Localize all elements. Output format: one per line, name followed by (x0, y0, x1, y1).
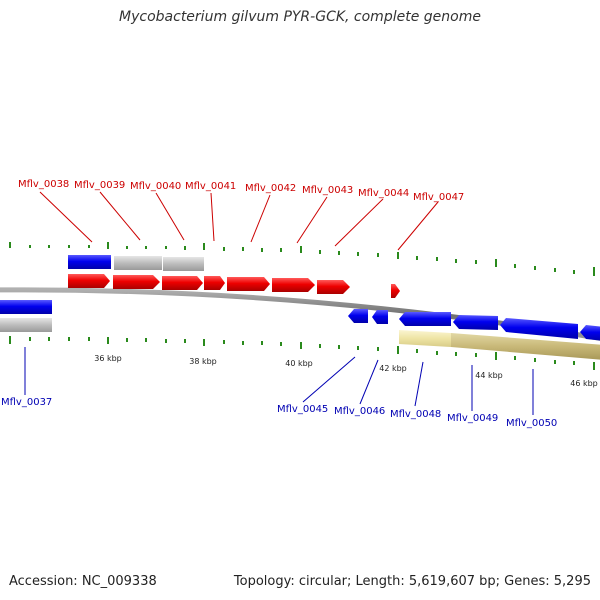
label-mflv-0039: Mflv_0039 (74, 180, 125, 191)
gene-mflv-0039-box (114, 256, 162, 270)
gene-mflv-0041-arrow (204, 276, 225, 290)
lower-feature-row (0, 318, 600, 360)
label-mflv-0043: Mflv_0043 (302, 185, 353, 196)
gene-mflv-0046-arrow (372, 310, 388, 324)
scale-label-42kbp: 42 kbp (379, 364, 407, 373)
gene-mflv-0047-arrow (391, 284, 400, 298)
label-mflv-0046: Mflv_0046 (334, 406, 385, 417)
scale-label-36kbp: 36 kbp (94, 354, 122, 363)
forward-gene-labels: Mflv_0038 Mflv_0039 Mflv_0040 Mflv_0041 … (18, 179, 464, 203)
label-mflv-0049: Mflv_0049 (447, 413, 498, 424)
genome-backbone (0, 287, 600, 341)
gene-mflv-0048-box (399, 330, 451, 347)
gene-mflv-0038-box (68, 255, 111, 269)
gene-mflv-0048-arrow (399, 312, 451, 326)
reverse-gene-labels: Mflv_0037 Mflv_0045 Mflv_0046 Mflv_0048 … (1, 397, 557, 429)
gene-mflv-0043-arrow (272, 278, 315, 292)
genome-summary-text: Topology: circular; Length: 5,619,607 bp… (233, 574, 591, 589)
gene-mflv-0040-arrow (162, 276, 203, 290)
gene-mflv-0044-arrow (317, 280, 350, 294)
accession-text: Accession: NC_009338 (9, 574, 157, 589)
gene-mflv-0050-arrow (500, 318, 578, 339)
label-mflv-0044: Mflv_0044 (358, 188, 409, 199)
scale-label-38kbp: 38 kbp (189, 357, 217, 366)
forward-leader-lines (39, 191, 439, 251)
gene-mflv-0049-0050-box (451, 333, 600, 360)
scale-label-46kbp: 46 kbp (570, 379, 598, 388)
label-mflv-0047: Mflv_0047 (413, 192, 464, 203)
reverse-leader-lines (24, 347, 534, 415)
gene-mflv-0042-arrow (227, 277, 270, 291)
gene-mflv-0039-arrow (113, 275, 160, 289)
gene-mflv-0037-box (0, 318, 52, 332)
scale-labels: 36 kbp 38 kbp 40 kbp 42 kbp 44 kbp 46 kb… (94, 354, 598, 388)
forward-gene-arrows (68, 274, 400, 298)
gene-mflv-0038-arrow (68, 274, 110, 288)
reverse-gene-arrows (0, 300, 600, 341)
label-mflv-0041: Mflv_0041 (185, 181, 236, 192)
upper-feature-row (68, 255, 204, 271)
forward-tick-marks (9, 242, 595, 276)
label-mflv-0050: Mflv_0050 (506, 418, 557, 429)
label-mflv-0045: Mflv_0045 (277, 404, 328, 415)
label-mflv-0048: Mflv_0048 (390, 409, 441, 420)
gene-mflv-0040-box (163, 257, 204, 271)
label-mflv-0040: Mflv_0040 (130, 181, 181, 192)
gene-mflv-0049-arrow (453, 315, 498, 330)
gene-mflv-0037-arrow (0, 300, 52, 314)
scale-label-40kbp: 40 kbp (285, 359, 313, 368)
genome-title: Mycobacterium gilvum PYR-GCK, complete g… (119, 9, 481, 25)
gene-mflv-0045-arrow (348, 309, 368, 323)
label-mflv-0037: Mflv_0037 (1, 397, 52, 408)
label-mflv-0038: Mflv_0038 (18, 179, 69, 190)
label-mflv-0042: Mflv_0042 (245, 183, 296, 194)
reverse-tick-marks (9, 336, 595, 370)
scale-label-44kbp: 44 kbp (475, 371, 503, 380)
gene-extra-right-arrow (580, 325, 600, 341)
